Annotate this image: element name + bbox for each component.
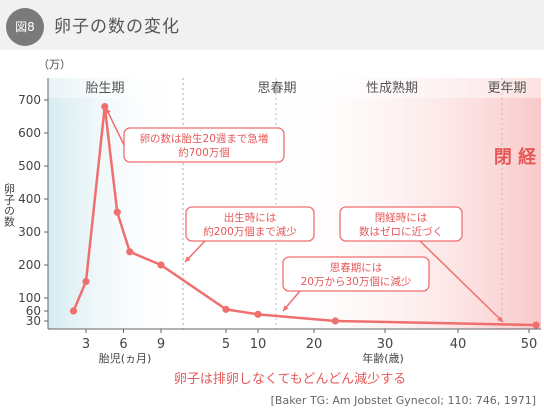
x-tick-label: 50 <box>521 337 538 352</box>
data-point <box>331 317 339 325</box>
x-tick-label: 40 <box>450 337 467 352</box>
x-tick-label: 9 <box>157 337 165 352</box>
x-tick-label: 3 <box>82 337 90 352</box>
data-point <box>157 261 165 269</box>
annotation-birth-text: 約200万個まで減少 <box>203 225 297 238</box>
annotation-birth-arrowhead <box>185 256 191 262</box>
annotation-menopause-text: 数はゼロに近づく <box>359 225 443 238</box>
data-point <box>222 305 230 313</box>
annotation-peak-text: 約700万個 <box>178 146 230 159</box>
y-tick-label: 60 <box>26 304 41 318</box>
y-tick-label: 300 <box>18 225 41 239</box>
x-tick-label: 30 <box>377 337 394 352</box>
egg-count-series-line <box>72 105 537 327</box>
x-tick-label: 10 <box>250 337 267 352</box>
annotation-peak-box <box>123 127 285 163</box>
data-point <box>69 307 78 315</box>
annotation-menopause-pointer <box>419 240 504 323</box>
x-tick-label: 20 <box>306 337 323 352</box>
data-point <box>126 248 134 256</box>
annotation-birth-box <box>185 206 315 242</box>
figure-header: 図8 卵子の数の変化 <box>0 0 544 50</box>
data-point <box>113 208 121 216</box>
phase-label: 胎生期 <box>85 81 124 96</box>
y-tick-label: 700 <box>18 93 41 107</box>
phase-label: 思春期 <box>257 81 296 96</box>
x-tick-label: 6 <box>119 337 127 352</box>
data-point <box>254 310 262 318</box>
data-point <box>82 277 90 286</box>
annotation-menopause-text: 閉経時には <box>375 211 428 224</box>
annotation-menopause-box <box>339 206 463 242</box>
x-axis-title-fetal: 胎児(ヵ月) <box>99 351 152 365</box>
x-axis-title-age: 年齢(歳) <box>362 351 404 365</box>
annotation-puberty-arrowhead <box>283 305 289 311</box>
figure-title: 卵子の数の変化 <box>54 17 180 37</box>
y-unit-label: （万） <box>38 58 71 71</box>
annotation-menopause-arrowhead <box>497 316 503 322</box>
data-point <box>532 321 540 329</box>
x-tick-label: 5 <box>222 337 230 352</box>
y-tick-label: 200 <box>18 258 41 272</box>
annotation-puberty-text: 20万から30万個に減少 <box>301 275 412 288</box>
phase-label: 性成熟期 <box>366 80 418 96</box>
annotation-peak-pointer <box>105 107 125 146</box>
y-tick-label: 30 <box>26 314 41 328</box>
annotation-birth-text: 出生時には <box>224 211 277 224</box>
y-tick-label: 600 <box>18 126 41 140</box>
annotation-puberty-box <box>282 256 430 292</box>
figure-number-badge: 図8 <box>6 8 44 46</box>
menopause-label: 閉 経 <box>494 146 537 168</box>
citation: [Baker TG: Am Jobstet Gynecol; 110: 746,… <box>270 394 536 407</box>
phase-header-band <box>48 78 541 98</box>
y-tick-label: 100 <box>18 291 41 305</box>
phase-label: 更年期 <box>487 81 526 96</box>
annotation-puberty-text: 思春期には <box>330 262 383 274</box>
annotation-peak-arrowhead <box>106 108 111 114</box>
y-axis-title: 卵子の数 <box>3 183 16 228</box>
y-tick-label: 400 <box>18 192 41 206</box>
y-tick-label: 500 <box>18 159 41 173</box>
figure-caption: 卵子は排卵しなくてもどんどん減少する <box>174 371 406 387</box>
annotation-peak-text: 卵の数は胎生20週まで急増 <box>140 132 269 145</box>
